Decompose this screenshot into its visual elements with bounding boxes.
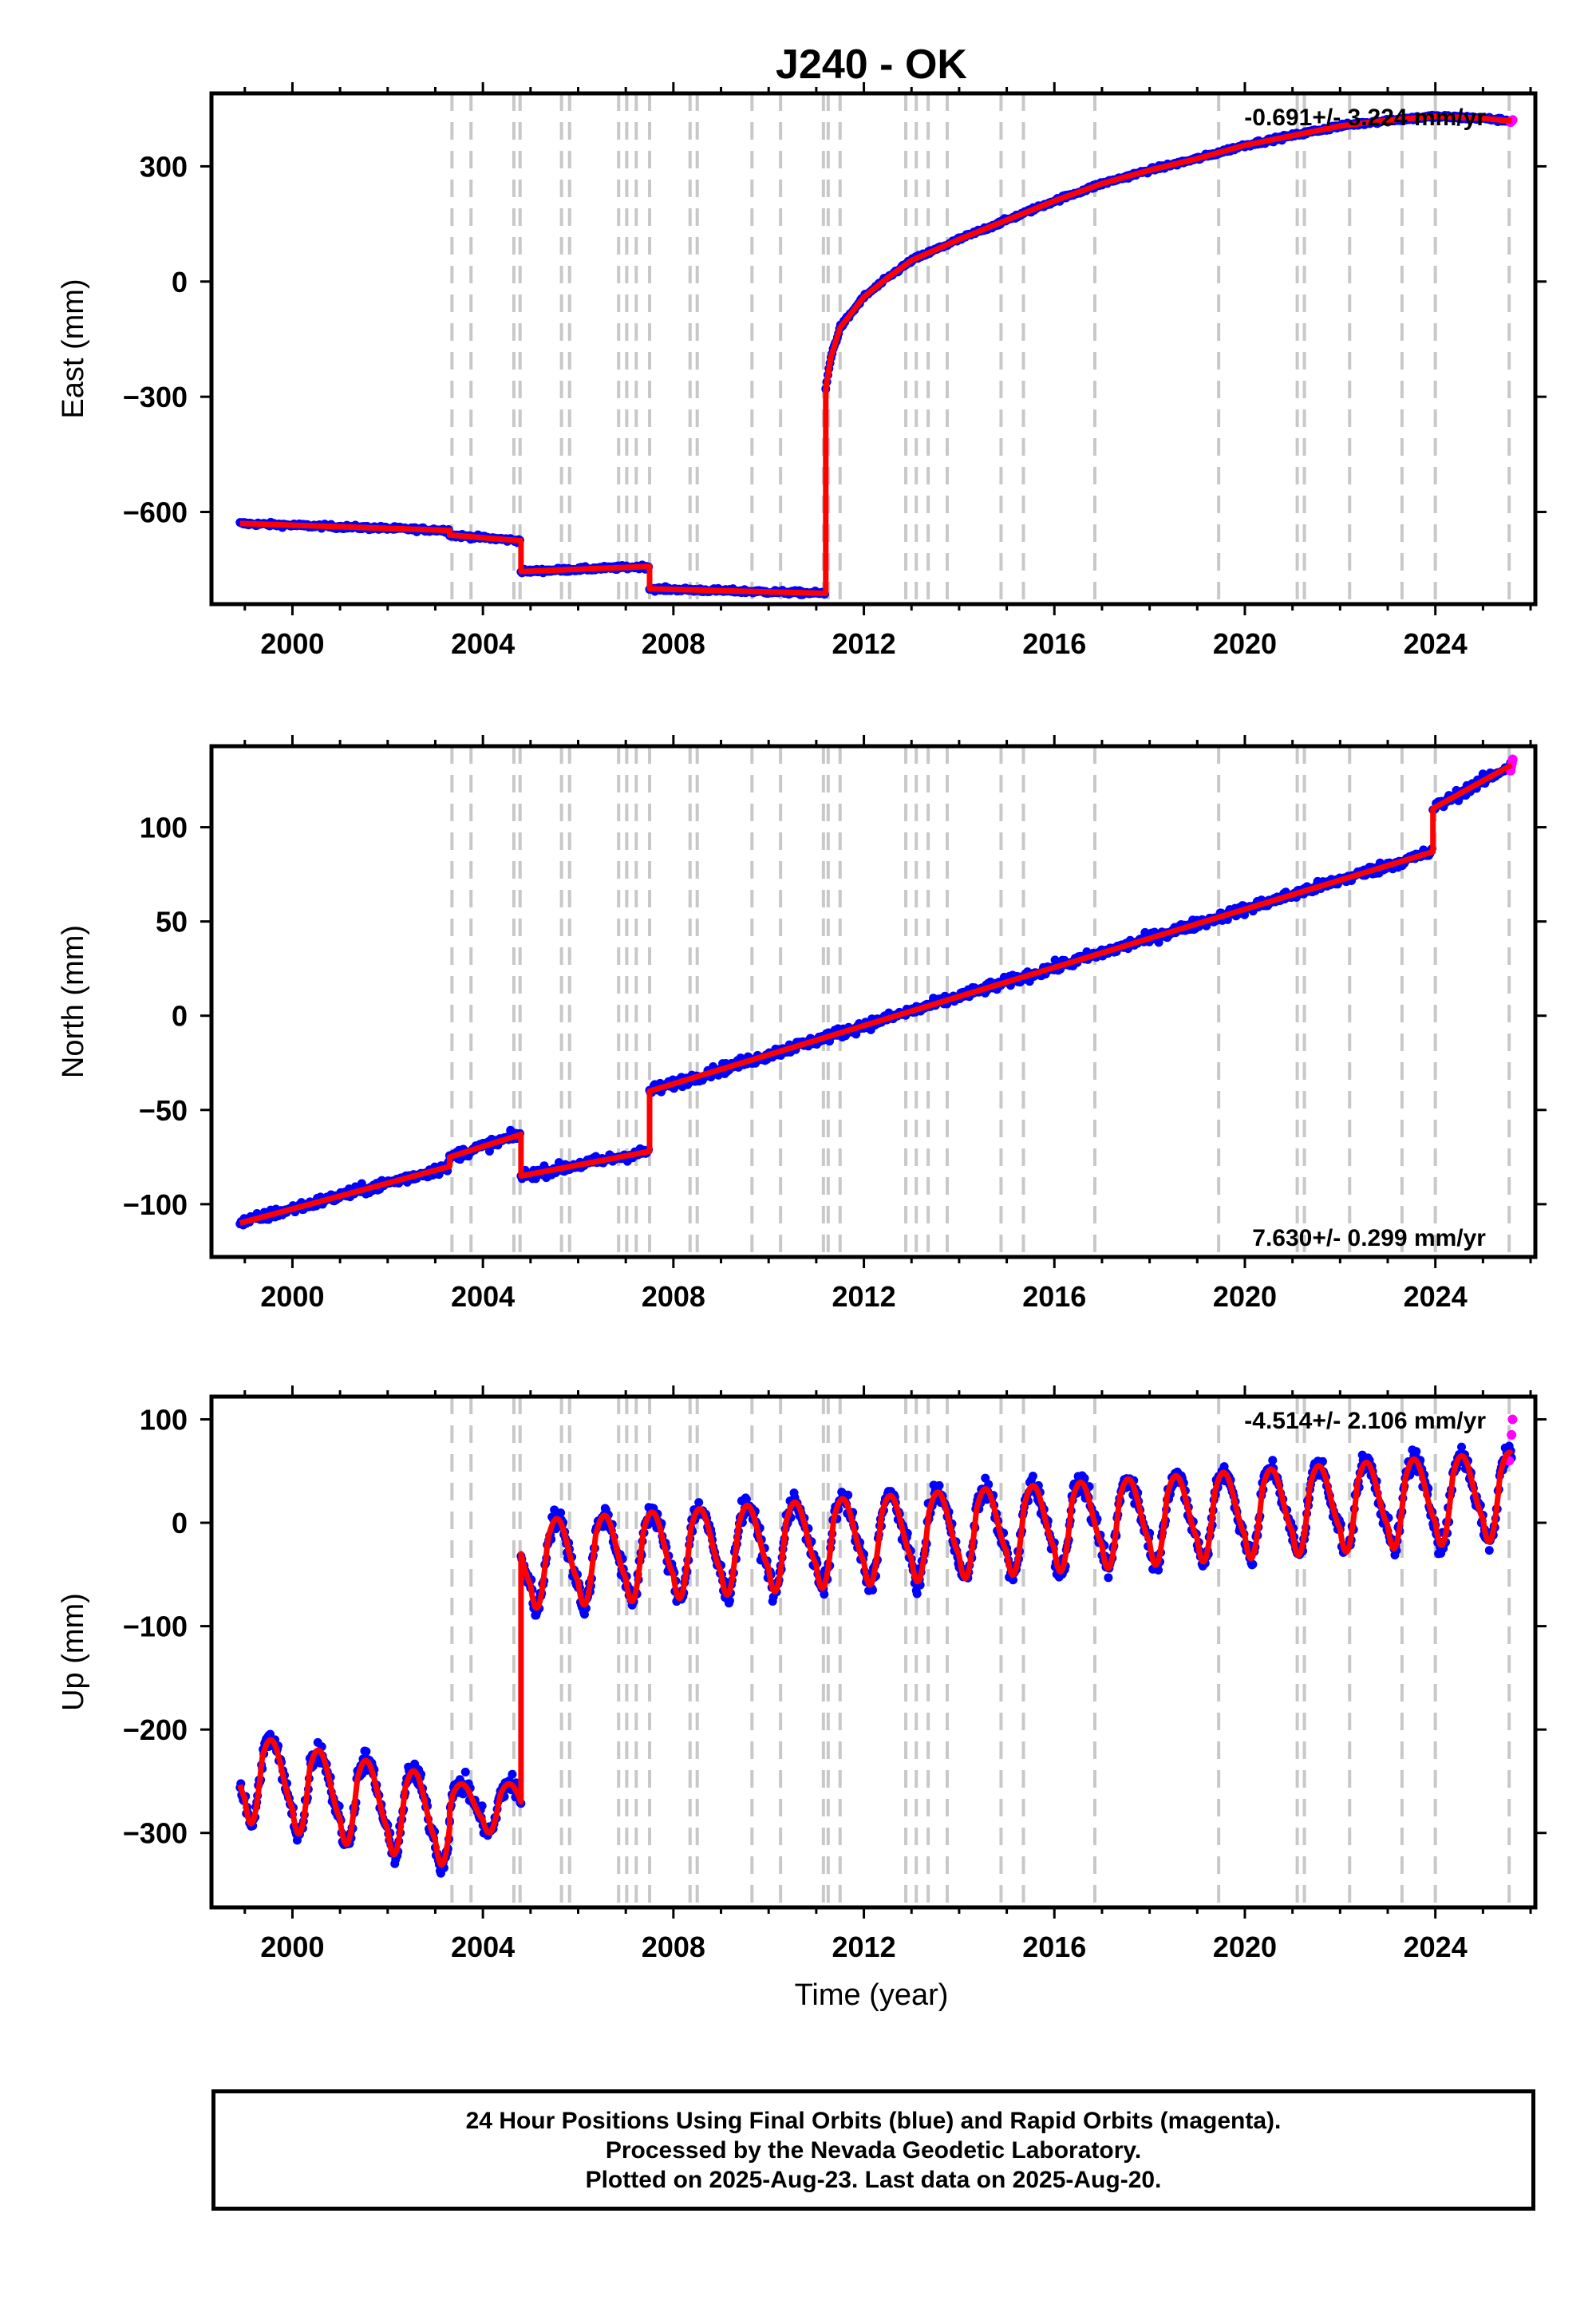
x-tick-label: 2024 xyxy=(1404,1931,1468,1963)
model-fit-line xyxy=(239,113,1512,596)
final-orbit-point xyxy=(1028,1471,1037,1480)
final-orbit-point xyxy=(725,1596,734,1606)
final-orbit-point xyxy=(477,1801,487,1811)
y-tick-label: 50 xyxy=(156,906,188,939)
x-tick-label: 2016 xyxy=(1022,1931,1086,1963)
y-axis-label: Up (mm) xyxy=(57,1593,90,1711)
caption-line-3: Plotted on 2025-Aug-23. Last data on 202… xyxy=(585,2166,1162,2193)
data-points xyxy=(235,754,1518,1230)
x-tick-label: 2008 xyxy=(642,1931,705,1963)
rapid-orbit-point xyxy=(1507,754,1518,765)
model-fit-line xyxy=(237,1449,1514,1868)
data-points xyxy=(235,110,1518,599)
final-orbit-point xyxy=(508,1769,517,1779)
x-tick-label: 2020 xyxy=(1213,627,1277,660)
final-orbit-point xyxy=(1009,1575,1018,1585)
final-orbit-point xyxy=(1268,1456,1278,1465)
x-axis-label: Time (year) xyxy=(795,1978,949,2012)
final-orbit-point xyxy=(912,1589,922,1599)
final-orbit-point xyxy=(934,1480,944,1490)
panel-north: 2000 2004 2008 2012 2016 2020 2024 −100 −50 0 50 10… xyxy=(57,735,1547,1313)
final-orbit-point xyxy=(843,1490,853,1500)
velocity-label: -0.691+/- 3.224 mm/yr xyxy=(1244,105,1486,131)
velocity-label: -4.514+/- 2.106 mm/yr xyxy=(1244,1408,1486,1434)
x-tick-label: 2008 xyxy=(642,1280,705,1313)
y-tick-label: 100 xyxy=(140,1404,188,1437)
final-orbit-point xyxy=(1457,1442,1467,1452)
y-tick-label: −100 xyxy=(123,1188,188,1221)
final-orbit-point xyxy=(741,1495,751,1504)
x-tick-label: 2004 xyxy=(451,627,515,660)
caption-line-2: Processed by the Nevada Geodetic Laborat… xyxy=(605,2136,1142,2164)
panel-up: 2000 2004 2008 2012 2016 2020 2024 −300 −200 −100… xyxy=(57,1385,1547,1963)
y-tick-label: −50 xyxy=(139,1094,188,1127)
final-orbit-point xyxy=(361,1747,371,1757)
final-orbit-point xyxy=(484,1146,494,1156)
y-tick-label: 0 xyxy=(172,1507,188,1539)
y-tick-label: 300 xyxy=(140,150,188,183)
model-fit xyxy=(239,113,1512,596)
y-tick-label: −600 xyxy=(123,496,188,529)
velocity-label: 7.630+/- 0.299 mm/yr xyxy=(1252,1225,1486,1251)
y-tick-label: −300 xyxy=(123,381,188,413)
final-orbit-point xyxy=(820,1590,829,1599)
x-tick-label: 2008 xyxy=(642,627,705,660)
plot-frame xyxy=(209,91,1538,607)
x-tick-label: 2024 xyxy=(1404,1280,1468,1313)
final-orbit-point xyxy=(460,1767,470,1777)
plot-frame xyxy=(209,1394,1538,1910)
panel-east: 2000 2004 2008 2012 2016 2020 2024 −600 −300 0 300… xyxy=(57,82,1547,660)
y-tick-label: −200 xyxy=(123,1713,188,1746)
x-tick-label: 2004 xyxy=(451,1931,515,1963)
final-orbit-point xyxy=(1104,1573,1113,1583)
final-orbit-point xyxy=(868,1585,878,1595)
x-tick-label: 2016 xyxy=(1022,1280,1086,1313)
plot-frame xyxy=(209,744,1538,1259)
x-tick-label: 2000 xyxy=(260,1931,324,1963)
x-tick-label: 2020 xyxy=(1213,1280,1277,1313)
final-orbit-point xyxy=(1412,1447,1421,1456)
y-tick-label: 0 xyxy=(172,1000,188,1033)
model-fit-line xyxy=(239,762,1513,1226)
x-tick-label: 2012 xyxy=(832,1280,896,1313)
final-orbit-point xyxy=(556,1508,566,1518)
final-orbit-point xyxy=(1154,938,1163,947)
x-tick-label: 2004 xyxy=(451,1280,515,1313)
x-tick-label: 2000 xyxy=(260,1280,324,1313)
x-tick-label: 2016 xyxy=(1022,627,1086,660)
x-tick-label: 2020 xyxy=(1213,1931,1277,1963)
y-tick-label: −300 xyxy=(123,1817,188,1850)
chart-title: J240 - OK xyxy=(776,41,967,88)
model-fit xyxy=(237,1449,1514,1868)
model-fit xyxy=(239,762,1513,1226)
y-axis-label: North (mm) xyxy=(57,925,90,1078)
y-axis-label: East (mm) xyxy=(57,279,90,418)
y-tick-label: −100 xyxy=(123,1611,188,1643)
rapid-orbit-point xyxy=(1507,1414,1518,1425)
x-tick-label: 2012 xyxy=(832,627,896,660)
caption-box: 24 Hour Positions Using Final Orbits (bl… xyxy=(211,2089,1535,2211)
y-tick-label: 0 xyxy=(172,266,188,298)
final-orbit-point xyxy=(1248,1559,1258,1569)
y-tick-label: 100 xyxy=(140,812,188,844)
caption-line-1: 24 Hour Positions Using Final Orbits (bl… xyxy=(465,2107,1282,2134)
x-tick-label: 2000 xyxy=(260,627,324,660)
x-tick-label: 2012 xyxy=(832,1931,896,1963)
final-orbit-point xyxy=(694,1498,704,1508)
x-tick-label: 2024 xyxy=(1404,627,1468,660)
rapid-orbit-point xyxy=(1507,1429,1517,1440)
final-orbit-point xyxy=(1484,1546,1494,1555)
